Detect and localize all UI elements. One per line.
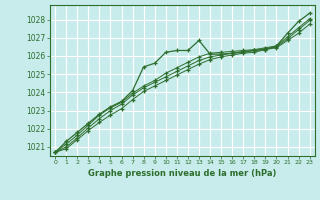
X-axis label: Graphe pression niveau de la mer (hPa): Graphe pression niveau de la mer (hPa) <box>88 169 276 178</box>
